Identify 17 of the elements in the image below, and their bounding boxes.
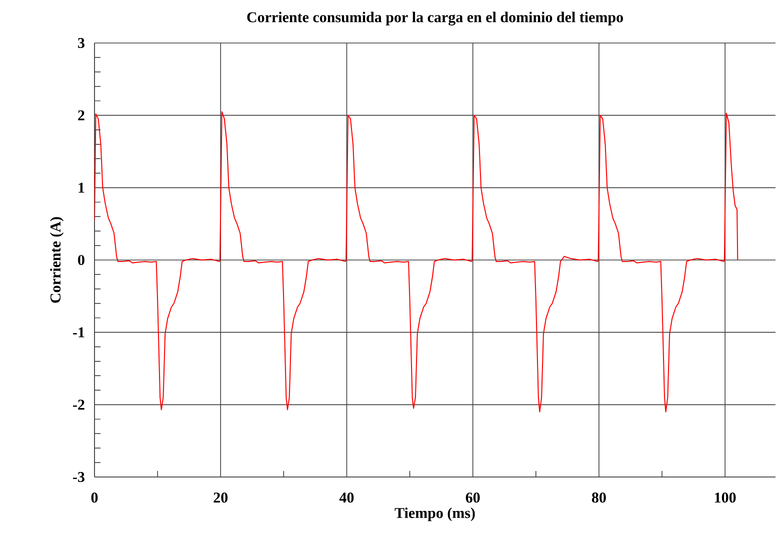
y-tick-label: 2	[78, 110, 84, 120]
x-tick-label: 0	[91, 492, 98, 503]
y-axis-title: Corriente (A)	[50, 217, 64, 303]
x-tick-label: 40	[339, 492, 354, 503]
y-tick-label: -2	[73, 400, 84, 410]
chart-title: Corriente consumida por la carga en el dominio del tiempo	[247, 12, 623, 26]
y-tick-label: -1	[73, 327, 84, 338]
line-series	[94, 111, 738, 412]
y-tick-label: 1	[78, 182, 84, 193]
y-tick-label: -3	[73, 472, 84, 482]
x-tick-label: 80	[592, 492, 606, 503]
x-axis-title: Tiempo (ms)	[394, 508, 475, 522]
x-tick-label: 100	[715, 492, 736, 503]
y-tick-label: 0	[78, 254, 84, 266]
y-tick-label: 3	[78, 38, 84, 48]
x-tick-label: 20	[214, 492, 228, 503]
x-tick-label: 60	[466, 492, 480, 503]
